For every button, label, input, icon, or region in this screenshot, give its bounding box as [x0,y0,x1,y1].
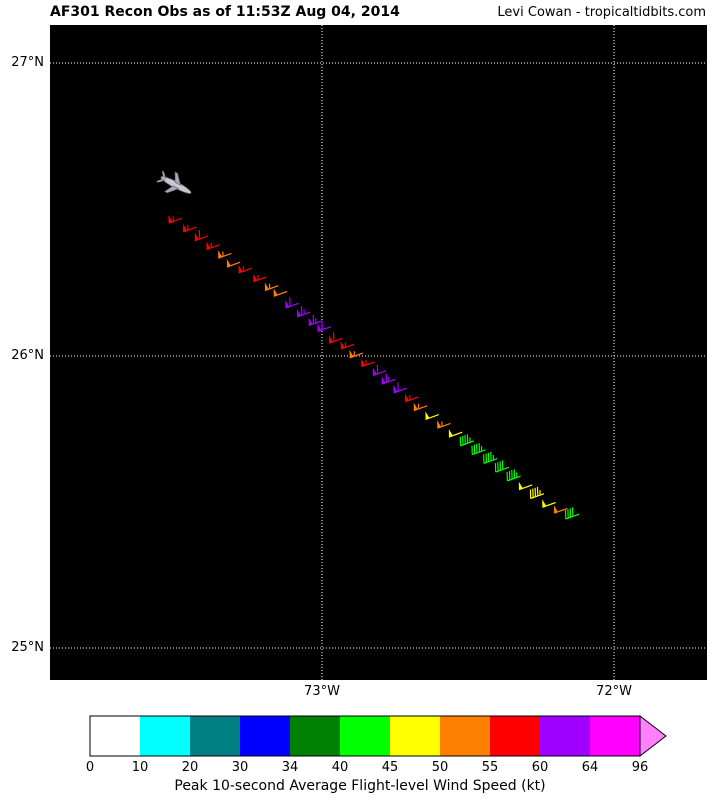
gridlines [50,25,707,680]
wind-barb [218,250,232,259]
wind-barb [393,382,407,394]
colorbar-segment [440,716,490,756]
wind-barb [328,332,343,344]
colorbar-segment [390,716,440,756]
colorbar-tick-label: 45 [381,760,399,775]
wind-barb [437,420,451,429]
wind-barb [483,451,498,464]
wind-barb [542,499,556,508]
wind-barb [349,349,364,359]
colorbar-tick-label: 20 [181,760,199,775]
colorbar-tick-label: 96 [631,760,649,775]
colorbar-tick-label: 55 [481,760,499,775]
wind-barb [308,314,323,327]
wind-barb [425,411,440,420]
wind-barb [285,297,299,309]
colorbar-segment [540,716,590,756]
wind-barb [168,215,183,224]
wind-barb [238,264,253,274]
map-title: AF301 Recon Obs as of 11:53Z Aug 04, 201… [50,4,400,20]
wind-barb [253,273,267,283]
lon-label-72: 72°W [596,684,632,699]
wind-barbs [168,215,580,520]
wind-barb [553,505,568,514]
wind-barb [564,507,580,520]
aircraft-icon [155,170,192,194]
lon-label-73: 73°W [304,684,340,699]
wind-barb [182,223,197,233]
wind-barb [529,486,545,500]
credit-label: Levi Cowan - tropicaltidbits.com [497,5,706,20]
wind-barb [340,341,355,350]
colorbar-tick-label: 30 [231,760,249,775]
colorbar-segment [290,716,340,756]
colorbar-tick-label: 34 [281,760,299,775]
wind-barb [448,429,463,438]
colorbar-tick-label: 40 [331,760,349,775]
map-frame [50,25,707,680]
wind-barb [372,364,387,377]
wind-barb [404,393,419,403]
wind-barb [206,241,221,251]
wind-barb [459,434,475,447]
colorbar-segment [90,716,140,756]
wind-barb [361,358,375,368]
lat-label-27: 27°N [11,55,44,70]
colorbar-tick-label: 50 [431,760,449,775]
wind-barb [296,306,311,318]
lat-label-25: 25°N [11,640,44,655]
colorbar-outline [89,715,641,757]
wind-barb [317,320,332,333]
lat-label-26: 26°N [11,348,44,363]
colorbar-segment [240,716,290,756]
wind-barb [506,469,521,482]
wind-barb [273,288,288,297]
wind-barb [471,442,486,456]
wind-barb [226,259,241,268]
colorbar-segment [140,716,190,756]
colorbar-tick-label: 64 [581,760,599,775]
wind-barb [194,229,209,242]
wind-barb [518,481,533,491]
colorbar-tick-label: 10 [131,760,149,775]
colorbar-tick-label: 0 [85,760,95,775]
colorbar-segment [340,716,390,756]
colorbar-segment [190,716,240,756]
wind-barb [494,460,510,473]
colorbar-caption: Peak 10-second Average Flight-level Wind… [174,778,546,794]
wind-barb [381,373,396,385]
wind-barb [264,282,279,292]
colorbar-tick-label: 60 [531,760,549,775]
wind-barb [413,402,428,412]
colorbar-extend-arrow [639,714,667,758]
colorbar [89,714,667,758]
colorbar-segment [590,716,640,756]
colorbar-segment [490,716,540,756]
